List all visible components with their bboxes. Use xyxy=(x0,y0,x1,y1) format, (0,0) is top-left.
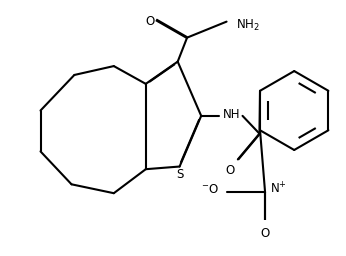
Text: O: O xyxy=(261,227,270,240)
Text: $^{-}$O: $^{-}$O xyxy=(201,183,219,196)
Text: S: S xyxy=(176,168,184,181)
Text: N$^{+}$: N$^{+}$ xyxy=(270,181,287,196)
Text: NH: NH xyxy=(223,108,240,121)
Text: NH$_2$: NH$_2$ xyxy=(236,18,260,33)
Text: O: O xyxy=(145,15,154,28)
Text: O: O xyxy=(226,164,235,177)
